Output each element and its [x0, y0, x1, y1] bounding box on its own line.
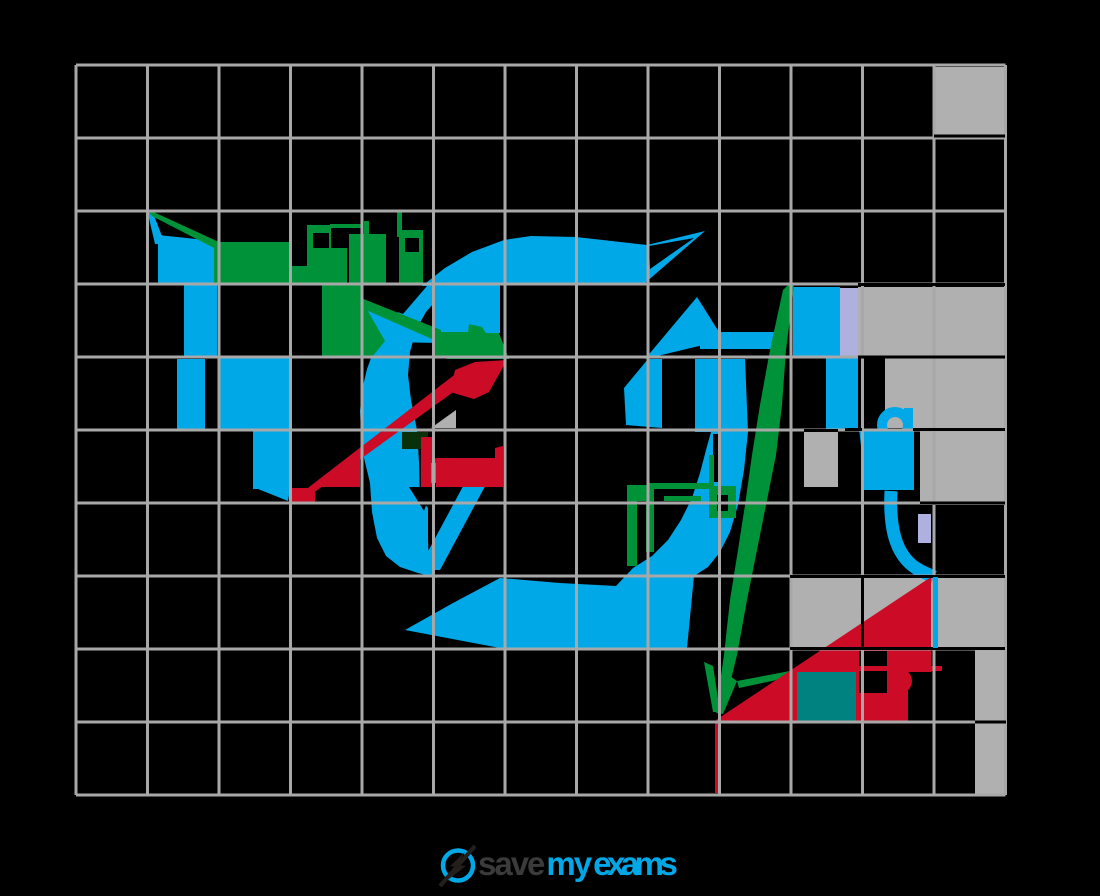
- svg-text:savemyexams: savemyexams: [478, 845, 677, 882]
